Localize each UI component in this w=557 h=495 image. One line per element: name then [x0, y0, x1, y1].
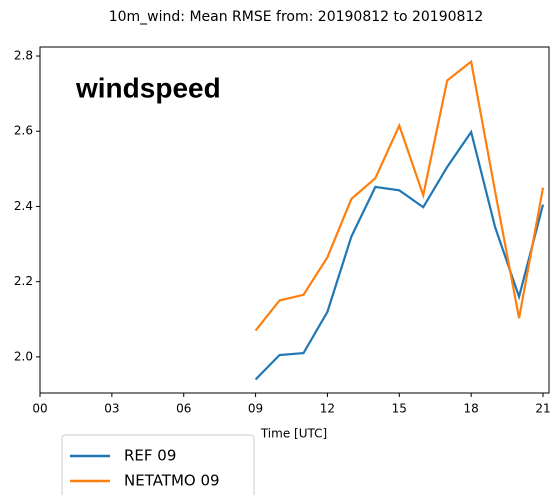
x-tick-label: 09	[248, 402, 263, 416]
legend-box	[61, 434, 255, 495]
x-tick-label: 06	[176, 402, 191, 416]
y-tick-label: 2.6	[14, 124, 33, 138]
line-series	[254, 129, 545, 381]
annotation: windspeed	[75, 72, 221, 103]
y-tick-label: 2.2	[14, 274, 33, 288]
x-tick-label: 18	[464, 402, 479, 416]
line-series	[254, 59, 545, 332]
y-tick-label: 2.8	[14, 49, 33, 63]
chart-title: 10m_wind: Mean RMSE from: 20190812 to 20…	[109, 9, 484, 25]
y-tick-label: 2.4	[14, 199, 33, 213]
x-tick-label: 12	[320, 402, 335, 416]
x-tick-label: 15	[392, 402, 407, 416]
x-tick-label: 21	[535, 402, 550, 416]
legend-label: REF 09	[124, 447, 176, 465]
x-axis-label: Time [UTC]	[260, 427, 327, 441]
x-tick-label: 00	[32, 402, 47, 416]
legend-label: NETATMO 09	[124, 472, 220, 490]
plot-frame	[39, 46, 550, 394]
y-tick-label: 2.0	[14, 349, 33, 363]
x-tick-label: 03	[104, 402, 119, 416]
